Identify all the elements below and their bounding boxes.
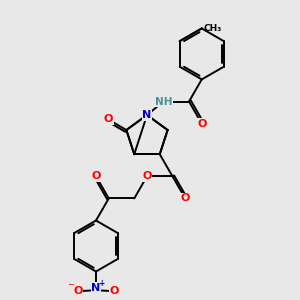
Text: O: O bbox=[104, 115, 113, 124]
Text: CH₃: CH₃ bbox=[203, 24, 221, 33]
Text: O: O bbox=[197, 118, 206, 129]
Text: O: O bbox=[181, 194, 190, 203]
Text: O: O bbox=[91, 171, 101, 181]
Text: N: N bbox=[92, 283, 100, 293]
Text: O: O bbox=[73, 286, 83, 296]
Text: O: O bbox=[142, 171, 152, 181]
Text: +: + bbox=[98, 279, 104, 288]
Text: NH: NH bbox=[155, 97, 172, 106]
Text: O: O bbox=[109, 286, 119, 296]
Text: N: N bbox=[142, 110, 152, 120]
Text: −: − bbox=[67, 280, 74, 290]
